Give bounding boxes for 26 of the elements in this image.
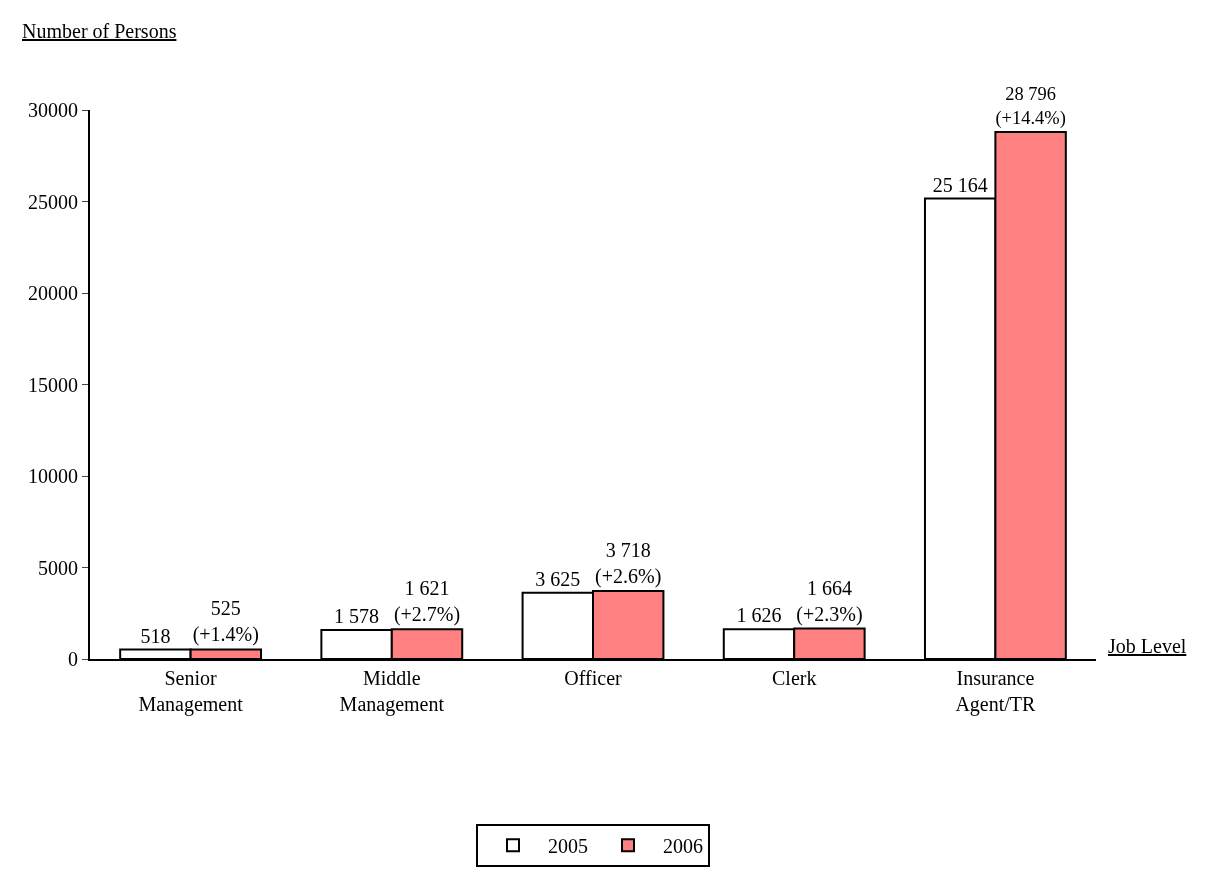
x-tick-label: Senior Management bbox=[138, 667, 244, 716]
y-tick-label: 10000 bbox=[28, 465, 78, 487]
y-tick-label: 25000 bbox=[28, 190, 78, 213]
legend-label: 2006 bbox=[663, 835, 703, 857]
legend-label: 2005 bbox=[548, 835, 588, 857]
y-tick-label: 0 bbox=[68, 648, 78, 670]
data-label: 1 621 (+2.7%) bbox=[393, 577, 461, 627]
x-axis-title: Job Level bbox=[1108, 635, 1187, 657]
x-tick-label: Clerk bbox=[771, 667, 817, 689]
y-tick-label: 5000 bbox=[38, 556, 78, 579]
data-label: 518 bbox=[140, 624, 171, 647]
x-tick-label: Insurance Agent/TR bbox=[955, 667, 1037, 716]
y-tick-label: 30000 bbox=[28, 99, 78, 121]
x-tick-label: Middle Management bbox=[339, 667, 445, 716]
data-label: 25 164 bbox=[932, 173, 988, 196]
data-label: 28 796 (+14.4%) bbox=[995, 84, 1066, 130]
data-label: 3 625 bbox=[535, 567, 581, 590]
data-label: 1 626 bbox=[736, 604, 782, 627]
data-label: 1 578 bbox=[334, 605, 380, 628]
data-label: 525 (+1.4%) bbox=[192, 597, 259, 647]
y-axis-title: Number of Persons bbox=[22, 20, 177, 42]
y-tick-label: 20000 bbox=[28, 282, 78, 304]
data-label: 3 718 (+2.6%) bbox=[595, 538, 662, 588]
data-label: 1 664 (+2.3%) bbox=[796, 576, 863, 626]
y-tick-label: 15000 bbox=[28, 373, 78, 396]
x-tick-label: Officer bbox=[564, 667, 623, 689]
